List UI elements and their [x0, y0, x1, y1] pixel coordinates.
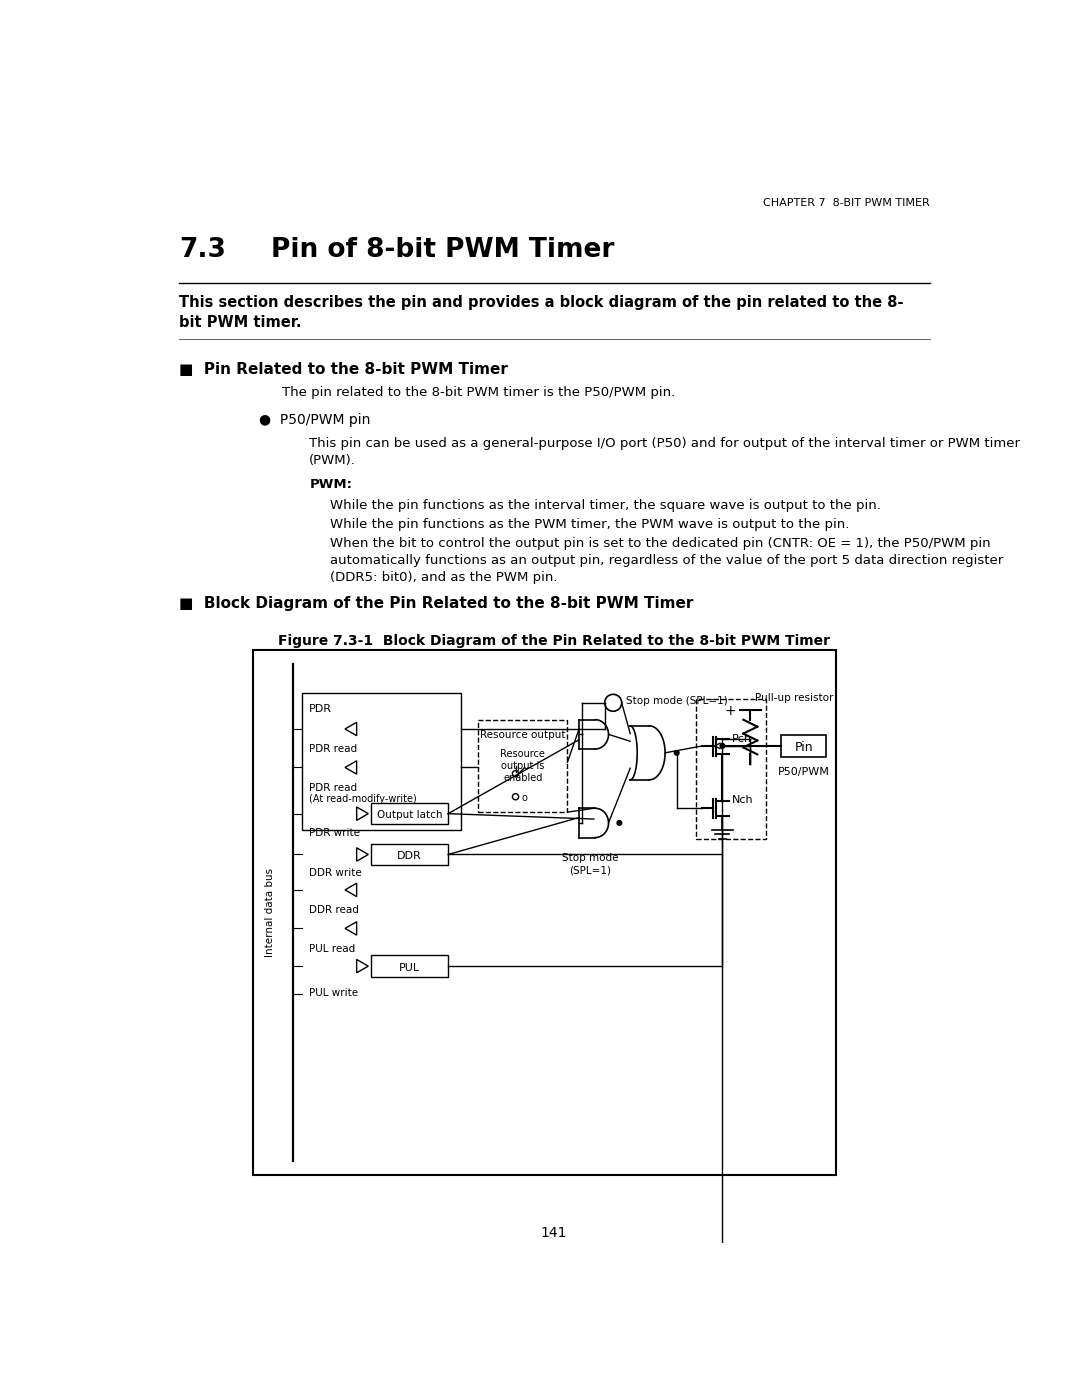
- Text: automatically functions as an output pin, regardless of the value of the port 5 : automatically functions as an output pin…: [330, 555, 1003, 567]
- Text: Pch: Pch: [732, 733, 752, 743]
- Text: Stop mode
(SPL=1): Stop mode (SPL=1): [562, 854, 618, 876]
- Circle shape: [512, 771, 518, 777]
- Polygon shape: [356, 960, 368, 972]
- Text: Figure 7.3-1  Block Diagram of the Pin Related to the 8-bit PWM Timer: Figure 7.3-1 Block Diagram of the Pin Re…: [278, 634, 829, 648]
- Text: When the bit to control the output pin is set to the dedicated pin (CNTR: OE = 1: When the bit to control the output pin i…: [330, 538, 991, 550]
- Text: DDR write: DDR write: [309, 869, 362, 879]
- Polygon shape: [345, 883, 356, 897]
- Text: PUL: PUL: [399, 963, 420, 972]
- Text: (At read-modify-write): (At read-modify-write): [309, 793, 417, 803]
- Text: Resource output: Resource output: [481, 729, 566, 740]
- Text: ■  Pin Related to the 8-bit PWM Timer: ■ Pin Related to the 8-bit PWM Timer: [179, 362, 508, 377]
- Polygon shape: [345, 761, 356, 774]
- Text: Stop mode (SPL=1): Stop mode (SPL=1): [625, 696, 727, 707]
- Text: Nch: Nch: [732, 795, 754, 805]
- Text: PUL read: PUL read: [309, 944, 355, 954]
- Text: This pin can be used as a general-purpose I/O port (P50) and for output of the i: This pin can be used as a general-purpos…: [309, 437, 1021, 450]
- Bar: [253, 651, 836, 1175]
- Text: (PWM).: (PWM).: [309, 454, 356, 467]
- Bar: [478, 719, 567, 812]
- Polygon shape: [356, 807, 368, 820]
- Circle shape: [605, 694, 622, 711]
- Text: 141: 141: [540, 1227, 567, 1241]
- Text: Pull-up resistor: Pull-up resistor: [755, 693, 834, 703]
- Text: ●  P50/PWM pin: ● P50/PWM pin: [259, 412, 370, 426]
- Text: +: +: [725, 704, 737, 718]
- Bar: [781, 735, 826, 757]
- Text: PUL write: PUL write: [309, 988, 357, 997]
- Text: PDR write: PDR write: [309, 827, 360, 838]
- Text: DDR: DDR: [397, 851, 421, 861]
- Polygon shape: [345, 722, 356, 736]
- Bar: [302, 693, 461, 830]
- Text: (DDR5: bit0), and as the PWM pin.: (DDR5: bit0), and as the PWM pin.: [330, 571, 557, 584]
- Text: Pin of 8-bit PWM Timer: Pin of 8-bit PWM Timer: [271, 237, 615, 263]
- Circle shape: [617, 820, 622, 826]
- Circle shape: [674, 750, 679, 756]
- Text: While the pin functions as the interval timer, the square wave is output to the : While the pin functions as the interval …: [330, 499, 881, 511]
- Text: ■  Block Diagram of the Pin Related to the 8-bit PWM Timer: ■ Block Diagram of the Pin Related to th…: [179, 595, 693, 610]
- Text: o: o: [522, 793, 528, 803]
- Bar: [370, 956, 448, 977]
- Text: Output latch: Output latch: [377, 810, 442, 820]
- Text: P50/PWM: P50/PWM: [778, 767, 829, 778]
- Text: PDR read: PDR read: [309, 745, 356, 754]
- Text: Internal data bus: Internal data bus: [265, 868, 274, 957]
- Text: Pin: Pin: [795, 740, 813, 754]
- Circle shape: [512, 793, 518, 800]
- Text: Resource
output is
enabled: Resource output is enabled: [500, 749, 545, 782]
- Polygon shape: [356, 848, 368, 861]
- Text: bit PWM timer.: bit PWM timer.: [179, 314, 301, 330]
- Circle shape: [720, 743, 725, 749]
- Bar: [697, 698, 766, 840]
- Bar: [370, 803, 448, 824]
- Text: The pin related to the 8-bit PWM timer is the P50/PWM pin.: The pin related to the 8-bit PWM timer i…: [282, 387, 675, 400]
- Polygon shape: [345, 922, 356, 935]
- Text: This section describes the pin and provides a block diagram of the pin related t: This section describes the pin and provi…: [179, 295, 904, 310]
- Text: CHAPTER 7  8-BIT PWM TIMER: CHAPTER 7 8-BIT PWM TIMER: [764, 198, 930, 208]
- Text: 7.3: 7.3: [179, 237, 226, 263]
- Text: PDR: PDR: [309, 704, 332, 714]
- Text: DDR read: DDR read: [309, 905, 359, 915]
- Text: PWM:: PWM:: [309, 478, 352, 490]
- Bar: [370, 844, 448, 865]
- Text: PDR read: PDR read: [309, 782, 356, 793]
- Text: While the pin functions as the PWM timer, the PWM wave is output to the pin.: While the pin functions as the PWM timer…: [330, 518, 850, 531]
